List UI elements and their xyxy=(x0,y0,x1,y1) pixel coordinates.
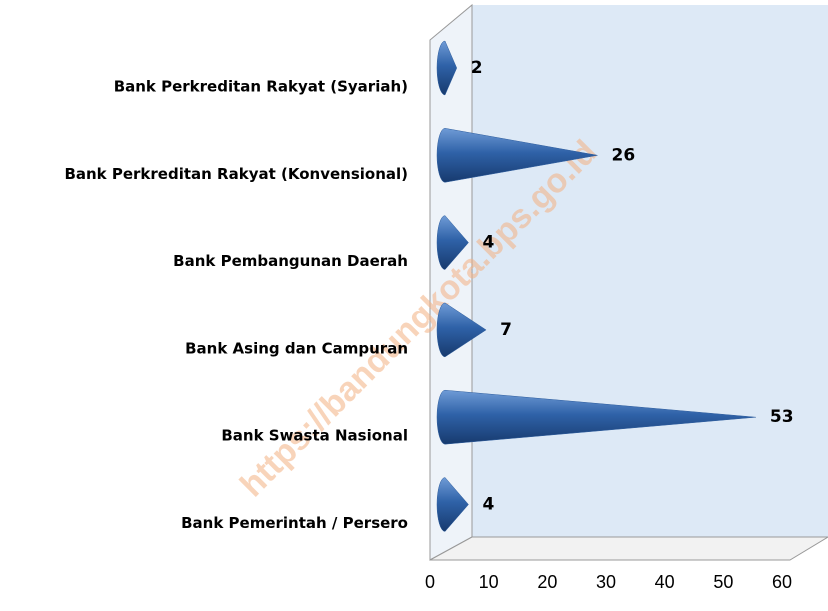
x-tick-label: 20 xyxy=(537,572,557,592)
bar xyxy=(436,215,469,270)
x-tick-label: 10 xyxy=(479,572,499,592)
data-label: 7 xyxy=(500,320,512,340)
data-label: 26 xyxy=(612,145,636,165)
x-tick-label: 50 xyxy=(713,572,733,592)
back-wall xyxy=(472,5,828,537)
bar xyxy=(436,302,487,358)
x-tick-label: 60 xyxy=(772,572,792,592)
bar xyxy=(436,128,598,183)
floor xyxy=(429,536,828,561)
y-tick-label: Bank Swasta Nasional xyxy=(221,427,408,445)
bar xyxy=(436,40,458,96)
data-label: 53 xyxy=(770,407,794,427)
y-tick-label: Bank Pemerintah / Persero xyxy=(181,514,408,532)
x-tick-label: 0 xyxy=(425,572,435,592)
data-label: 2 xyxy=(471,58,483,78)
x-tick-label: 40 xyxy=(655,572,675,592)
x-tick-label: 30 xyxy=(596,572,616,592)
y-tick-label: Bank Perkreditan Rakyat (Konvensional) xyxy=(64,165,408,183)
y-tick-label: Bank Asing dan Campuran xyxy=(185,339,408,357)
data-label: 4 xyxy=(482,233,494,253)
y-tick-label: Bank Perkreditan Rakyat (Syariah) xyxy=(114,78,408,96)
bar xyxy=(436,477,469,532)
data-label: 4 xyxy=(482,495,494,515)
bar xyxy=(436,389,756,445)
y-tick-label: Bank Pembangunan Daerah xyxy=(173,252,408,270)
